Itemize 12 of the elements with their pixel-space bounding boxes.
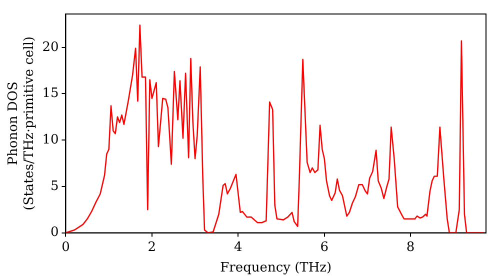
x-axis-title: Frequency (THz) (220, 260, 332, 276)
x-tick-label: 8 (406, 240, 415, 255)
x-tick-label: 2 (148, 240, 156, 255)
x-tick-label: 6 (320, 240, 329, 255)
y-tick-label: 15 (42, 86, 59, 102)
y-tick-label: 10 (42, 132, 59, 148)
y-tick-label: 5 (50, 178, 59, 194)
x-tick-label: 0 (62, 240, 70, 255)
x-tick-label: 4 (234, 240, 242, 255)
y-axis-title: Phonon DOS (States/THz·primitive cell) (6, 36, 37, 210)
y-tick-label: 20 (42, 40, 59, 55)
y-tick-label: 0 (50, 225, 59, 240)
